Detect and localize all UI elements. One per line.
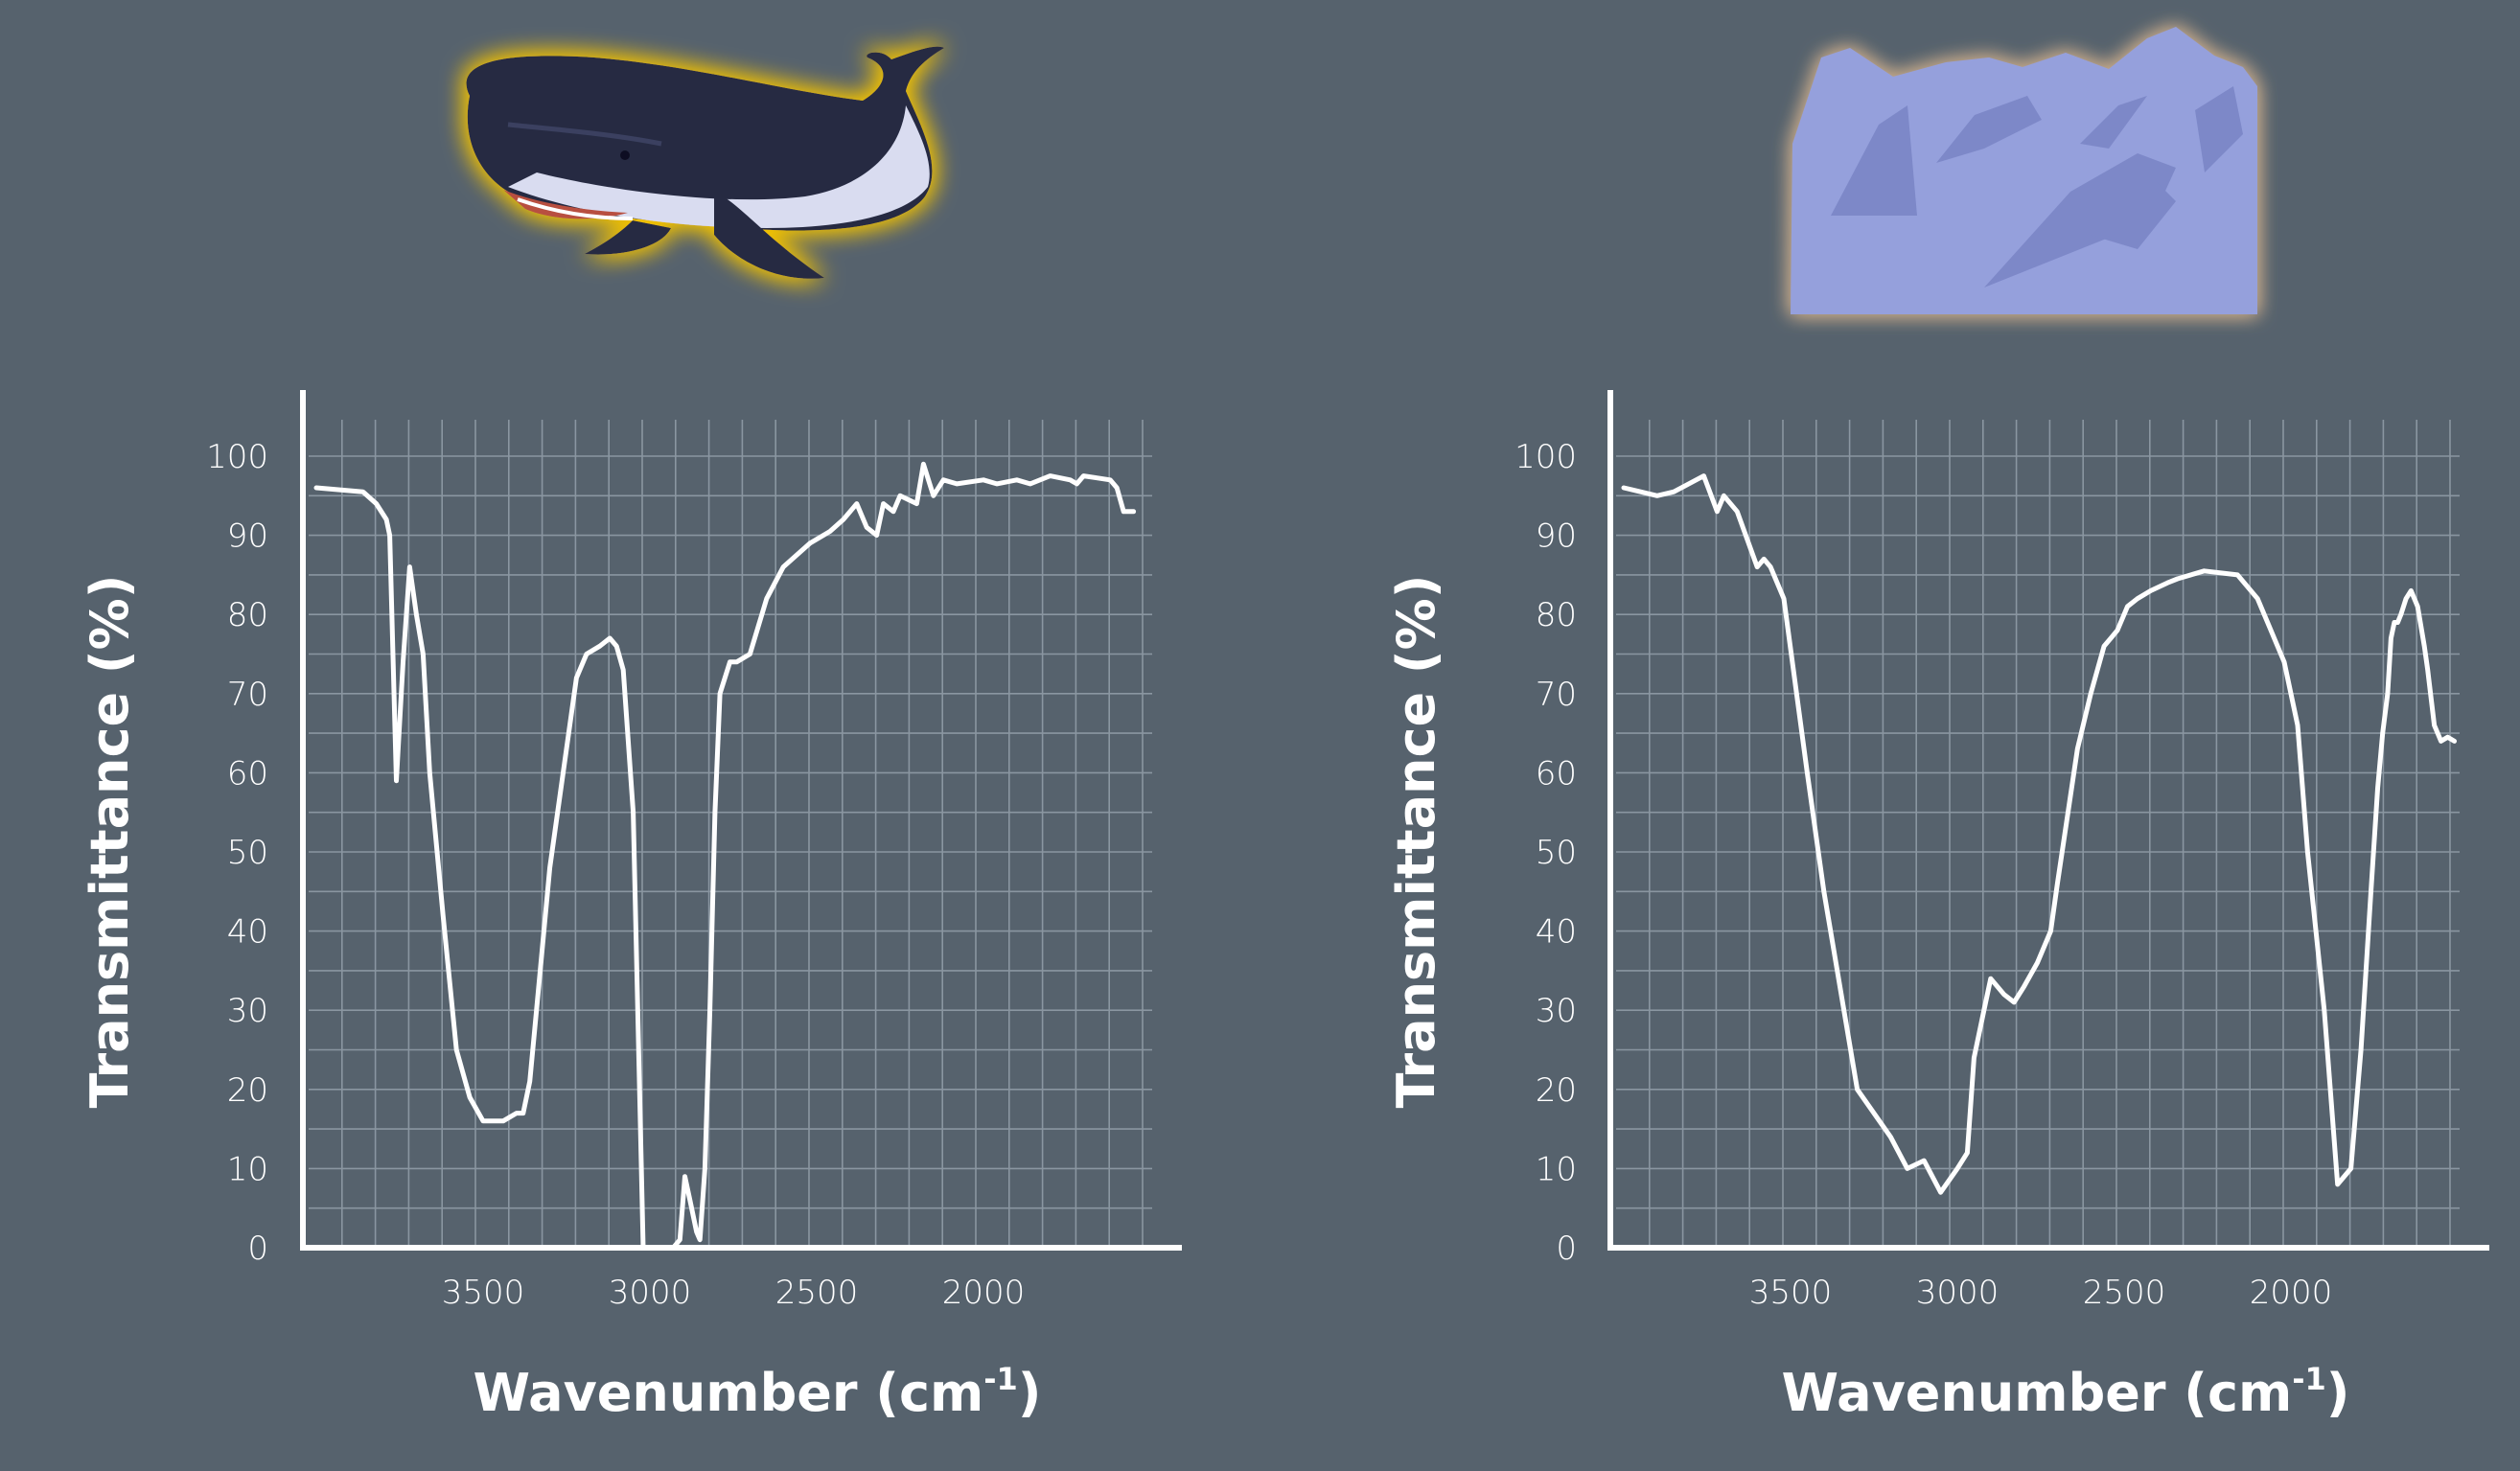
x-tick-label: 3500	[1749, 1274, 1833, 1312]
y-tick-label: 70	[227, 676, 268, 714]
rock-ir-spectrum-chart: 0 10 20 30 40 50 60 70 80 90 100 3500 3000 2500 2000 Wa…	[1386, 390, 2489, 1423]
y-tick-label: 80	[1536, 596, 1577, 634]
y-tick-label: 20	[1536, 1071, 1577, 1110]
y-tick-label: 0	[247, 1230, 268, 1268]
x-tick-label: 2500	[2083, 1274, 2166, 1312]
x-tick-label: 2000	[942, 1274, 1026, 1312]
y-axis-title: Transmittance (%)	[80, 575, 140, 1109]
y-tick-label: 0	[1556, 1230, 1577, 1268]
y-tick-label: 50	[227, 834, 268, 872]
y-tick-label: 40	[227, 913, 268, 952]
y-tick-label: 60	[227, 754, 268, 793]
rock-icon	[1791, 27, 2257, 314]
y-tick-label: 30	[227, 992, 268, 1030]
x-axis-title: Wavenumber (cm-1)	[474, 1361, 1042, 1423]
y-tick-label: 10	[1536, 1150, 1577, 1188]
series-line-rock	[1621, 473, 2457, 1195]
x-tick-label: 3000	[1916, 1274, 2000, 1312]
y-tick-label: 50	[1536, 834, 1577, 872]
y-tick-label: 70	[1536, 676, 1577, 714]
y-tick-label: 60	[1536, 754, 1577, 793]
y-tick-label: 90	[227, 517, 268, 556]
y-tick-label: 10	[227, 1150, 268, 1188]
x-tick-label: 2500	[775, 1274, 859, 1312]
series-line-whale	[313, 461, 1137, 1251]
sperm-whale-icon	[466, 46, 944, 279]
x-axis-title: Wavenumber (cm-1)	[1782, 1361, 2350, 1423]
plot-grid	[309, 420, 1152, 1248]
y-tick-label: 100	[1514, 438, 1577, 476]
y-tick-label: 80	[227, 596, 268, 634]
x-tick-label: 3500	[442, 1274, 525, 1312]
y-tick-label: 40	[1536, 913, 1577, 952]
y-axis-title: Transmittance (%)	[1386, 575, 1446, 1109]
y-tick-label: 90	[1536, 517, 1577, 556]
x-tick-label: 2000	[2250, 1274, 2333, 1312]
plot-grid	[1616, 420, 2460, 1248]
y-tick-label: 30	[1536, 992, 1577, 1030]
x-tick-label: 3000	[609, 1274, 692, 1312]
y-tick-label: 20	[227, 1071, 268, 1110]
y-tick-label: 100	[206, 438, 268, 476]
whale-ir-spectrum-chart: 0 10 20 30 40 50 60 70 80 90 100 3500 3000 2500 2000 Wa…	[80, 390, 1182, 1423]
